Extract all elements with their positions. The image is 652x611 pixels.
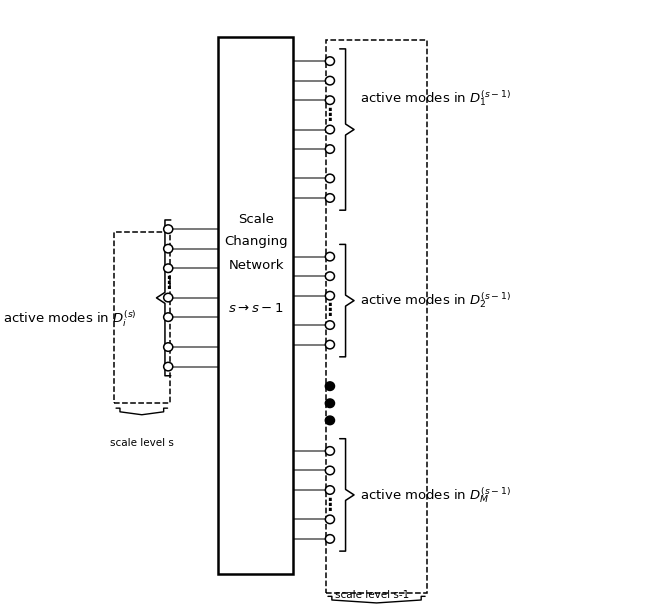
Circle shape (325, 382, 334, 390)
Circle shape (164, 244, 173, 253)
Circle shape (325, 145, 334, 153)
Circle shape (325, 252, 334, 261)
Text: active modes in $D_i^{(s)}$: active modes in $D_i^{(s)}$ (3, 309, 137, 329)
Circle shape (164, 362, 173, 371)
Circle shape (325, 466, 334, 475)
Circle shape (325, 416, 334, 425)
Circle shape (164, 313, 173, 321)
Circle shape (325, 96, 334, 104)
Text: active modes in $D_1^{(s-1)}$: active modes in $D_1^{(s-1)}$ (360, 88, 511, 108)
Text: ⋮: ⋮ (321, 301, 338, 320)
Circle shape (164, 225, 173, 233)
Text: Scale: Scale (238, 213, 274, 227)
Text: active modes in $D_2^{(s-1)}$: active modes in $D_2^{(s-1)}$ (360, 291, 511, 310)
Text: Changing: Changing (224, 235, 288, 248)
Circle shape (325, 76, 334, 85)
Circle shape (164, 264, 173, 273)
Circle shape (325, 174, 334, 183)
Circle shape (325, 272, 334, 280)
Circle shape (325, 194, 334, 202)
Text: ⋮: ⋮ (321, 106, 338, 124)
Circle shape (325, 125, 334, 134)
Text: ⋮: ⋮ (160, 274, 177, 292)
FancyBboxPatch shape (218, 37, 293, 574)
Text: $s \rightarrow s-1$: $s \rightarrow s-1$ (228, 302, 284, 315)
Circle shape (325, 399, 334, 408)
Text: ⋮: ⋮ (321, 496, 338, 514)
Circle shape (325, 447, 334, 455)
Circle shape (325, 340, 334, 349)
Text: active modes in $D_M^{(s-1)}$: active modes in $D_M^{(s-1)}$ (360, 485, 511, 505)
Circle shape (325, 321, 334, 329)
Text: Network: Network (228, 259, 284, 273)
Circle shape (325, 57, 334, 65)
Circle shape (164, 343, 173, 351)
Circle shape (325, 486, 334, 494)
Circle shape (325, 535, 334, 543)
Circle shape (164, 293, 173, 302)
Circle shape (325, 291, 334, 300)
Text: scale level s: scale level s (110, 438, 174, 448)
Text: scale level s-1: scale level s-1 (334, 590, 409, 600)
Circle shape (325, 515, 334, 524)
